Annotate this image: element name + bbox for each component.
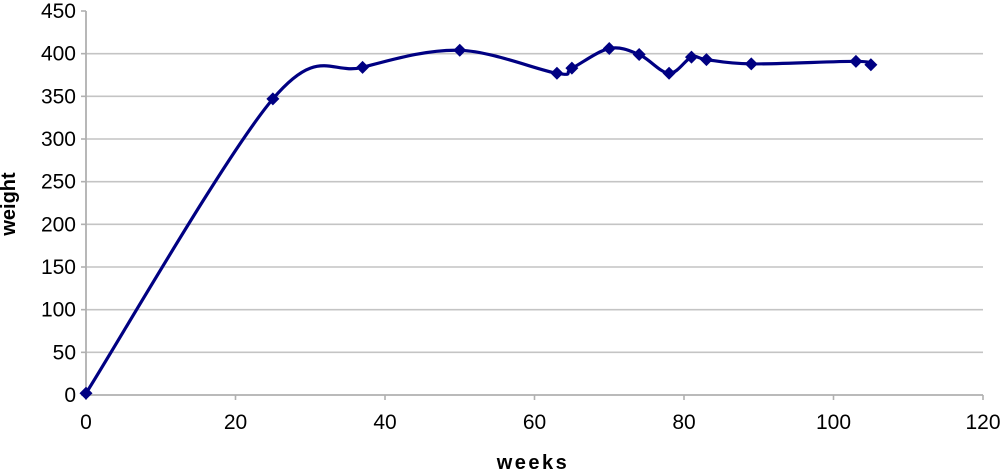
y-tick-label: 50: [53, 341, 76, 364]
diamond-marker: [602, 42, 616, 56]
y-tick-label: 150: [41, 256, 76, 279]
x-axis-tick-labels: 0 20 40 60 80 100 120: [80, 411, 1000, 434]
gridlines: [86, 52, 983, 354]
y-tick-label: 350: [41, 85, 76, 108]
diamond-marker: [699, 53, 713, 67]
x-tick-label: 60: [523, 411, 546, 434]
x-tick-label: 80: [672, 411, 695, 434]
y-tick-label: 0: [64, 384, 76, 407]
x-tick-label: 0: [80, 411, 92, 434]
y-axis-tick-labels: 0 50 100 150 200 250 300 350 400 450: [41, 0, 76, 407]
y-tick-label: 400: [41, 43, 76, 66]
diamond-marker: [79, 386, 93, 400]
y-axis-title: weight: [0, 172, 20, 237]
y-tick-label: 300: [41, 128, 76, 151]
diamond-marker: [550, 66, 564, 80]
diamond-marker: [864, 58, 878, 72]
diamond-marker: [684, 50, 698, 64]
x-tick-label: 120: [965, 411, 1000, 434]
diamond-marker: [266, 92, 280, 106]
data-point-markers: [79, 42, 878, 400]
y-tick-label: 450: [41, 0, 76, 23]
diamond-marker: [356, 60, 370, 74]
diamond-marker: [849, 54, 863, 68]
x-axis-title: weeks: [496, 452, 570, 474]
diamond-marker: [662, 66, 676, 80]
x-tick-label: 40: [373, 411, 396, 434]
diamond-marker: [453, 43, 467, 57]
y-tick-label: 100: [41, 299, 76, 322]
diamond-marker: [565, 61, 579, 75]
diamond-marker: [632, 48, 646, 62]
weight-series-line: [84, 46, 873, 395]
y-tick-label: 250: [41, 171, 76, 194]
x-tick-label: 100: [816, 411, 851, 434]
diamond-marker: [744, 57, 758, 71]
y-tick-label: 200: [41, 213, 76, 236]
x-tick-label: 20: [224, 411, 247, 434]
